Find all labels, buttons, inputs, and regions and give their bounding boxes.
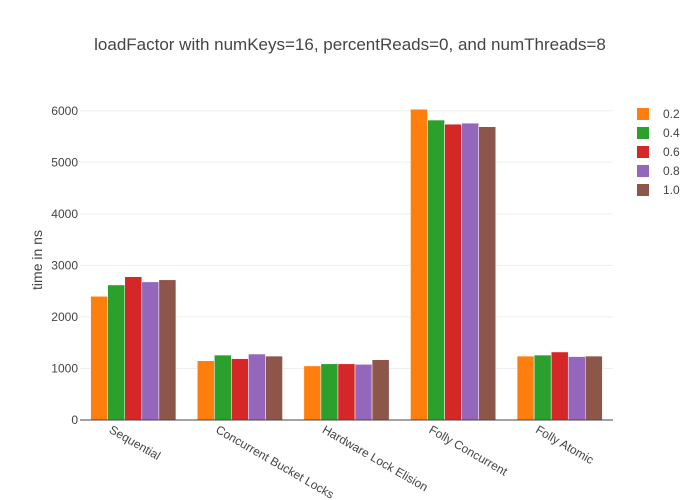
bar	[354, 364, 373, 421]
legend-swatch	[637, 165, 649, 177]
x-tick-label: Folly Concurrent	[427, 422, 511, 478]
bar	[567, 356, 586, 421]
bar	[124, 276, 143, 421]
legend-swatch	[637, 108, 649, 120]
bar	[248, 353, 266, 421]
bar	[197, 360, 215, 421]
bar	[141, 281, 160, 421]
y-tick-label: 4000	[51, 207, 78, 221]
bar	[231, 358, 249, 421]
bar	[303, 365, 322, 421]
bar	[320, 363, 339, 421]
bar	[461, 122, 479, 421]
x-tick-label: Folly Atomic	[533, 422, 596, 466]
y-tick-label: 6000	[51, 104, 78, 118]
x-tick-label: Concurrent Bucket Locks	[213, 422, 336, 500]
bar	[265, 355, 283, 421]
x-tick-label: Sequential	[107, 422, 163, 462]
legend-label: 0.6	[663, 145, 680, 159]
y-tick-label: 3000	[51, 258, 78, 272]
bar	[444, 123, 462, 421]
legend-label: 1.0	[663, 183, 680, 197]
y-axis-label: time in ns	[29, 230, 45, 290]
bar	[158, 279, 177, 421]
y-tick-label: 5000	[51, 155, 78, 169]
legend-label: 0.2	[663, 107, 680, 121]
legend: 0.2 0.4 0.6 0.8 1.0	[637, 107, 680, 197]
chart-title: loadFactor with numKeys=16, percentReads…	[94, 35, 606, 54]
legend-swatch	[637, 184, 649, 196]
bar	[107, 284, 126, 421]
bar	[90, 296, 108, 421]
bar	[533, 354, 552, 421]
y-tick-label: 2000	[51, 310, 78, 324]
bar	[516, 355, 535, 421]
bar	[410, 108, 428, 421]
y-tick-label: 1000	[51, 361, 78, 375]
bar	[550, 351, 569, 421]
y-axis-ticks: 0 1000 2000 3000 4000 5000 6000	[51, 104, 78, 427]
legend-swatch	[637, 127, 649, 139]
bar	[337, 363, 356, 421]
bars	[90, 108, 603, 421]
legend-label: 0.8	[663, 164, 680, 178]
x-tick-label: Hardware Lock Elision	[320, 422, 430, 494]
y-tick-label: 0	[71, 413, 78, 427]
bar	[371, 359, 390, 421]
legend-label: 0.4	[663, 126, 680, 140]
x-axis-ticks: Sequential Concurrent Bucket LocksHardwar…	[107, 422, 596, 500]
bar	[478, 126, 496, 421]
legend-swatch	[637, 146, 649, 158]
bar	[585, 355, 603, 421]
bar	[214, 354, 232, 421]
bar	[427, 119, 445, 421]
